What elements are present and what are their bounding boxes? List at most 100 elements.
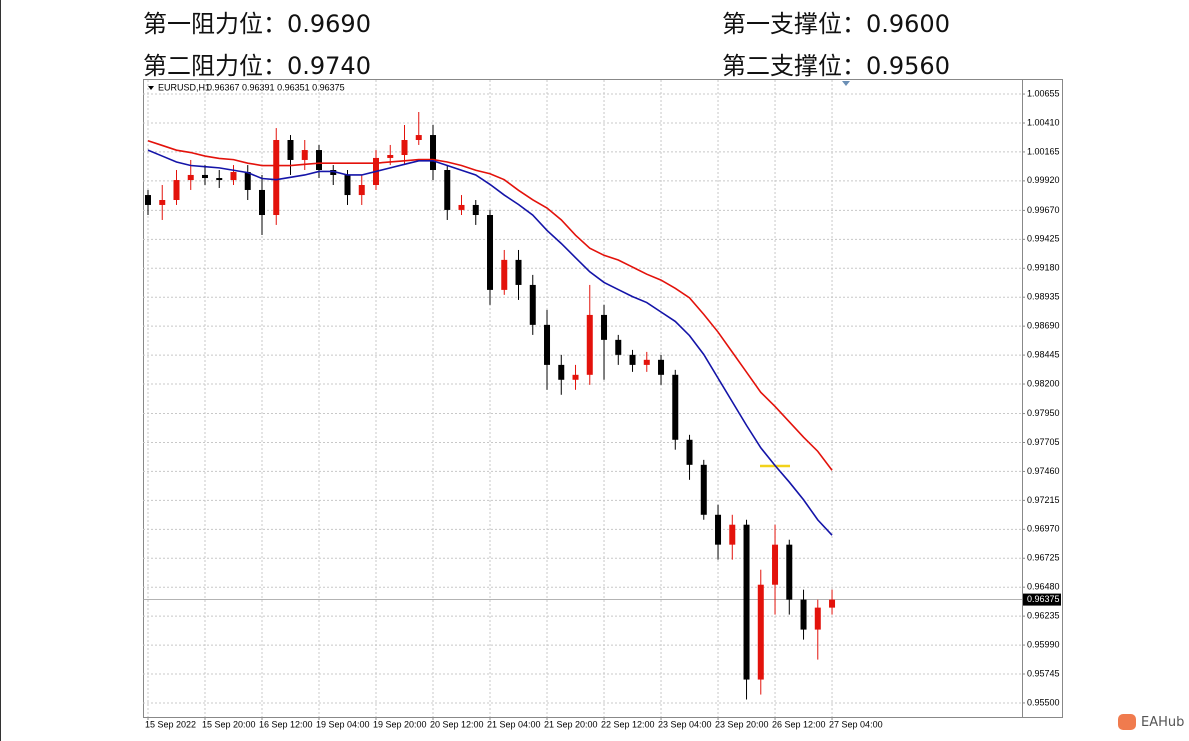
candle-body [344, 174, 351, 196]
candle-body [358, 185, 365, 196]
moving-average [147, 149, 833, 536]
candle-body [273, 140, 280, 216]
level-text: 第一支撑位：0.9600 [722, 10, 950, 38]
candle-body [729, 524, 736, 545]
x-tick-label: 19 Sep 04:00 [316, 719, 370, 729]
x-tick-label: 15 Sep 20:00 [202, 719, 256, 729]
candle-body [187, 174, 194, 181]
y-tick-label: 0.98445 [1027, 349, 1060, 359]
y-tick-label: 0.99180 [1027, 263, 1060, 273]
moving-average [147, 139, 833, 471]
candle-body [572, 374, 579, 380]
x-tick-label: 22 Sep 12:00 [601, 719, 655, 729]
y-tick-label: 0.98690 [1027, 321, 1060, 331]
y-tick-label: 0.95990 [1027, 639, 1060, 649]
candle-body [586, 314, 593, 375]
level-text: 第二阻力位：0.9740 [143, 52, 371, 80]
ohlc-text: 0.96367 0.96391 0.96351 0.96375 [207, 82, 345, 92]
x-tick-label: 26 Sep 12:00 [772, 719, 826, 729]
x-tick-label: 21 Sep 20:00 [544, 719, 598, 729]
candle-body [615, 339, 622, 355]
x-tick-label: 15 Sep 2022 [145, 719, 196, 729]
y-tick-label: 0.97460 [1027, 466, 1060, 476]
y-tick-label: 0.99670 [1027, 205, 1060, 215]
y-tick-label: 0.97215 [1027, 495, 1060, 505]
grid [143, 80, 1022, 717]
candle-body [244, 172, 251, 190]
candle-body [287, 140, 294, 160]
y-tick-label: 0.96480 [1027, 582, 1060, 592]
watermark: EAHub [1118, 714, 1184, 730]
candle-body [230, 172, 237, 181]
x-tick-label: 21 Sep 04:00 [487, 719, 541, 729]
watermark-icon [1118, 714, 1136, 730]
menu-arrow [148, 86, 154, 90]
chart-frame [143, 79, 1063, 718]
candle-body [829, 599, 836, 608]
candle-body [315, 150, 322, 171]
y-tick-label: 1.00410 [1027, 117, 1060, 127]
y-tick-label: 0.97705 [1027, 437, 1060, 447]
candle-body [201, 174, 208, 179]
candle-body [487, 215, 494, 290]
x-tick-label: 20 Sep 12:00 [430, 719, 484, 729]
candle-body [159, 200, 166, 205]
y-tick-label: 0.99920 [1027, 175, 1060, 185]
candle-body [786, 544, 793, 600]
candle-body [458, 204, 465, 210]
candle-body [387, 155, 394, 158]
y-tick-label: 0.96235 [1027, 611, 1060, 621]
current-price-box [1023, 593, 1061, 606]
candle-body [529, 284, 536, 325]
candle-body [800, 599, 807, 630]
y-tick-label: 0.98935 [1027, 292, 1060, 302]
candle-body [330, 170, 337, 175]
candle-body [715, 514, 722, 545]
candle-body [173, 180, 180, 201]
y-tick-label: 1.00165 [1027, 146, 1060, 156]
x-tick-label: 27 Sep 04:00 [829, 719, 883, 729]
x-tick-label: 16 Sep 12:00 [259, 719, 313, 729]
candle-body [757, 584, 764, 680]
candle-body [558, 364, 565, 380]
candle-body [544, 324, 551, 365]
candle-body [672, 374, 679, 440]
candle-body [501, 259, 508, 290]
y-tick-label: 0.98200 [1027, 378, 1060, 388]
candle-body [658, 359, 665, 375]
x-tick-label: 19 Sep 20:00 [373, 719, 427, 729]
candle-body [743, 524, 750, 680]
candle-body [700, 464, 707, 515]
candle-body [144, 195, 151, 205]
y-tick-label: 0.99425 [1027, 234, 1060, 244]
level-text: 第一阻力位：0.9690 [143, 10, 371, 38]
y-tick-label: 1.00655 [1027, 88, 1060, 98]
shift-marker [842, 81, 850, 86]
symbol: EURUSD,H1 [158, 82, 210, 92]
x-tick-label: 23 Sep 20:00 [715, 719, 769, 729]
level-text: 第二支撑位：0.9560 [722, 52, 950, 80]
watermark-text: EAHub [1141, 714, 1185, 730]
candle-body [258, 189, 265, 216]
candle-body [814, 607, 821, 630]
y-tick-label: 0.97950 [1027, 408, 1060, 418]
candle-body [216, 178, 223, 181]
candle-body [686, 439, 693, 465]
candle-body [772, 544, 779, 585]
y-tick-label: 0.95500 [1027, 697, 1060, 707]
y-tick-label: 0.96970 [1027, 524, 1060, 534]
y-tick-label: 0.96725 [1027, 553, 1060, 563]
candle-body [430, 135, 437, 171]
candle-body [415, 135, 422, 141]
candle-body [643, 359, 650, 365]
candle-body [301, 150, 308, 160]
current-price-label: 0.96375 [1027, 594, 1060, 604]
y-tick-label: 0.95745 [1027, 668, 1060, 678]
candle-body [515, 259, 522, 285]
candle-body [601, 314, 608, 340]
candle-body [629, 354, 636, 365]
x-tick-label: 23 Sep 04:00 [658, 719, 712, 729]
candle-body [401, 140, 408, 156]
